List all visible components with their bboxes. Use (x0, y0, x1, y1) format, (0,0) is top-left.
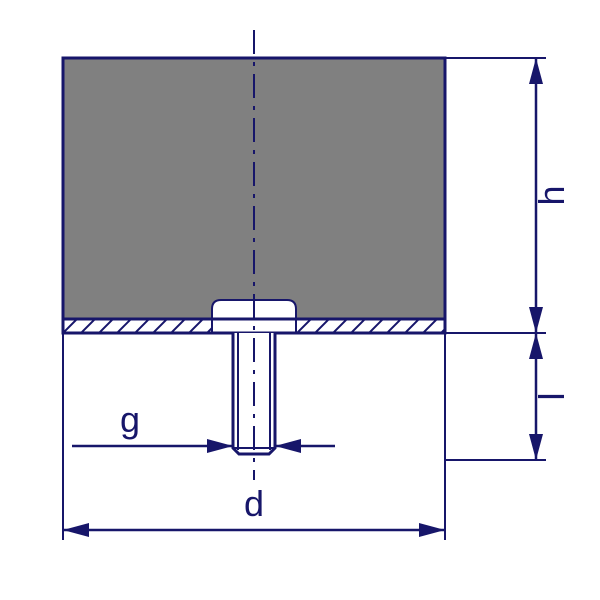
label-d: d (244, 483, 264, 524)
label-g: g (120, 399, 140, 440)
label-h: h (531, 185, 572, 205)
label-l: l (531, 393, 572, 401)
